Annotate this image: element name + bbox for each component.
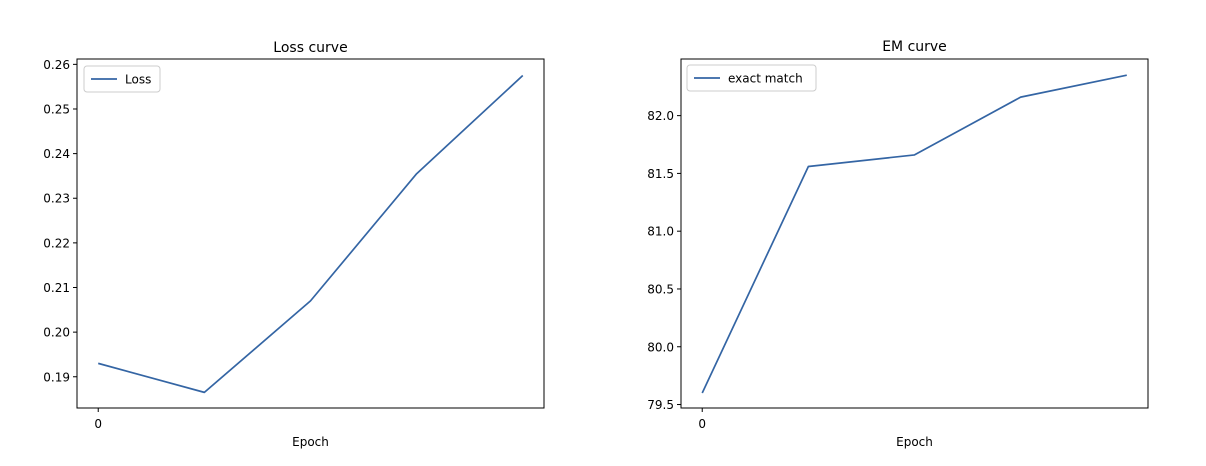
y-tick-label: 81.5 — [647, 167, 674, 181]
series-line-exact-match — [701, 74, 1127, 394]
legend-label-exact-match: exact match — [728, 72, 803, 86]
legend-box — [83, 65, 161, 93]
y-tick-label: 81.0 — [647, 225, 674, 239]
y-tick-label: 82.0 — [647, 109, 674, 123]
x-tick-label: 0 — [698, 417, 706, 431]
loss-chart-marks: 0.19 0.20 0.21 0.22 0.23 0.24 0.25 0.26 0 — [43, 58, 524, 431]
y-tick-label: 0.21 — [43, 281, 70, 295]
y-tick-label: 0.20 — [43, 326, 70, 340]
em-chart-axes-frame — [680, 58, 1149, 409]
y-tick-label: 0.22 — [43, 236, 70, 250]
y-tick-label: 0.25 — [43, 102, 70, 116]
legend-box — [686, 64, 817, 92]
em-chart: EM curve 79.5 80.0 80.5 81.0 81.5 82.0 0 Epoch… — [647, 39, 1149, 449]
y-tick-label: 80.0 — [647, 340, 674, 354]
em-chart-marks: 79.5 80.0 80.5 81.0 81.5 82.0 0 — [647, 74, 1127, 431]
loss-chart-xlabel: Epoch — [292, 435, 329, 449]
y-tick-label: 79.5 — [647, 398, 674, 412]
loss-chart-title: Loss curve — [273, 40, 347, 56]
y-tick-label: 0.24 — [43, 147, 70, 161]
legend-label-loss: Loss — [125, 73, 151, 87]
series-line-loss — [98, 74, 524, 394]
em-chart-title: EM curve — [882, 39, 947, 55]
loss-chart-legend: Loss — [83, 65, 161, 93]
loss-chart: Loss curve 0.190.200.210.220.230.240.250… — [43, 40, 545, 449]
y-tick-label: 0.23 — [43, 192, 70, 206]
y-tick-label: 80.5 — [647, 282, 674, 296]
x-tick-label: 0 — [94, 417, 102, 431]
loss-chart-axes-frame — [76, 58, 545, 409]
em-chart-legend: exact match — [686, 64, 817, 92]
em-chart-xlabel: Epoch — [896, 435, 933, 449]
y-tick-label: 0.26 — [43, 58, 70, 72]
y-tick-label: 0.19 — [43, 370, 70, 384]
